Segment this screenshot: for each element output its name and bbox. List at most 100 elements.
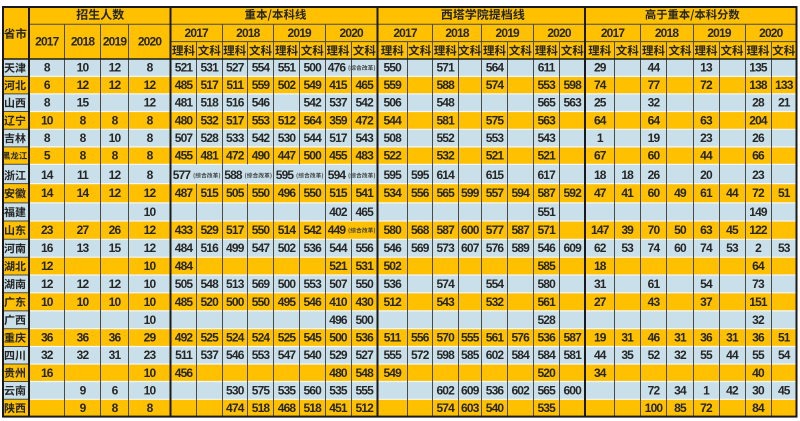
svg-text:29: 29: [594, 61, 607, 75]
svg-text:569: 569: [411, 241, 430, 255]
svg-text:100: 100: [645, 401, 664, 415]
svg-text:569: 569: [252, 277, 271, 291]
svg-text:506: 506: [383, 96, 402, 110]
svg-text:502: 502: [278, 241, 297, 255]
svg-text:551: 551: [278, 61, 297, 75]
svg-text:522: 522: [383, 149, 402, 163]
svg-text:44: 44: [648, 61, 661, 75]
svg-text:592: 592: [563, 186, 582, 200]
svg-text:565: 565: [537, 383, 556, 397]
svg-text:560: 560: [303, 383, 322, 397]
svg-text:552: 552: [436, 131, 455, 145]
svg-text:402: 402: [329, 205, 348, 219]
svg-text:23: 23: [752, 168, 765, 182]
svg-text:546: 546: [537, 241, 556, 255]
svg-text:521: 521: [175, 61, 194, 75]
svg-text:26: 26: [648, 168, 661, 182]
svg-text:433: 433: [175, 223, 194, 237]
svg-text:520: 520: [200, 295, 219, 309]
svg-text:577: 577: [486, 223, 505, 237]
svg-text:553: 553: [303, 277, 322, 291]
svg-text:576: 576: [511, 331, 530, 345]
svg-text:535: 535: [278, 383, 297, 397]
svg-text:31: 31: [674, 331, 687, 345]
svg-text:14: 14: [41, 186, 54, 200]
svg-text:66: 66: [752, 149, 765, 163]
svg-text:546: 546: [252, 96, 271, 110]
svg-text:490: 490: [252, 149, 271, 163]
svg-text:500: 500: [303, 61, 322, 75]
svg-text:28: 28: [752, 96, 765, 110]
svg-text:10: 10: [144, 295, 157, 309]
svg-text:12: 12: [109, 277, 122, 291]
svg-text:546: 546: [383, 241, 402, 255]
svg-text:561: 561: [537, 295, 556, 309]
svg-text:545: 545: [303, 331, 322, 345]
svg-text:581: 581: [563, 348, 582, 362]
svg-text:2017: 2017: [185, 26, 209, 40]
svg-text:537: 537: [329, 96, 348, 110]
svg-text:584: 584: [537, 348, 556, 362]
svg-text:25: 25: [594, 96, 607, 110]
svg-text:12: 12: [144, 241, 157, 255]
svg-text:456: 456: [175, 366, 194, 380]
svg-text:515: 515: [200, 186, 219, 200]
svg-text:508: 508: [383, 131, 402, 145]
svg-text:2019: 2019: [288, 26, 312, 40]
svg-text:2018: 2018: [71, 35, 95, 49]
svg-text:36: 36: [700, 331, 713, 345]
svg-text:8: 8: [80, 149, 87, 163]
svg-text:485: 485: [175, 78, 194, 92]
svg-text:542: 542: [355, 96, 374, 110]
svg-text:588: 588: [436, 78, 455, 92]
svg-text:67: 67: [594, 149, 607, 163]
svg-text:551: 551: [537, 205, 556, 219]
svg-text:614: 614: [436, 168, 455, 182]
svg-text:31: 31: [621, 331, 634, 345]
svg-text:546: 546: [226, 348, 245, 362]
svg-text:595: 595: [383, 168, 402, 182]
svg-text:10: 10: [77, 295, 90, 309]
svg-text:47: 47: [594, 186, 607, 200]
svg-text:520: 520: [537, 366, 556, 380]
svg-text:15: 15: [77, 96, 90, 110]
svg-text:536: 536: [383, 277, 402, 291]
svg-text:9: 9: [80, 383, 87, 397]
svg-text:11: 11: [77, 168, 89, 182]
svg-text:609: 609: [461, 383, 480, 397]
svg-text:514: 514: [278, 223, 297, 237]
svg-text:534: 534: [383, 186, 402, 200]
svg-text:52: 52: [648, 348, 661, 362]
svg-text:598: 598: [563, 78, 582, 92]
svg-text:563: 563: [537, 113, 556, 127]
svg-text:505: 505: [226, 186, 245, 200]
svg-text:553: 553: [486, 131, 505, 145]
svg-text:72: 72: [752, 186, 765, 200]
svg-text:543: 543: [355, 131, 374, 145]
svg-text:518: 518: [200, 96, 219, 110]
svg-text:63: 63: [700, 113, 713, 127]
svg-text:19: 19: [648, 131, 661, 145]
svg-text:8: 8: [44, 61, 51, 75]
svg-text:64: 64: [594, 113, 607, 127]
svg-text:72: 72: [648, 383, 661, 397]
svg-text:2018: 2018: [236, 26, 260, 40]
svg-text:2019: 2019: [103, 35, 127, 49]
svg-text:32: 32: [41, 348, 54, 362]
svg-text:36: 36: [77, 331, 90, 345]
svg-text:77: 77: [648, 78, 661, 92]
svg-text:31: 31: [594, 277, 607, 291]
svg-text:484: 484: [175, 259, 194, 273]
svg-text:74: 74: [700, 241, 713, 255]
svg-text:581: 581: [436, 113, 455, 127]
svg-text:10: 10: [109, 295, 122, 309]
svg-text:14: 14: [41, 168, 54, 182]
svg-text:32: 32: [752, 313, 765, 327]
svg-text:44: 44: [594, 348, 607, 362]
svg-text:553: 553: [537, 78, 556, 92]
svg-text:8: 8: [147, 149, 154, 163]
svg-text:2020: 2020: [138, 35, 162, 49]
svg-text:533: 533: [226, 131, 245, 145]
svg-text:14: 14: [77, 186, 90, 200]
svg-text:122: 122: [749, 223, 768, 237]
